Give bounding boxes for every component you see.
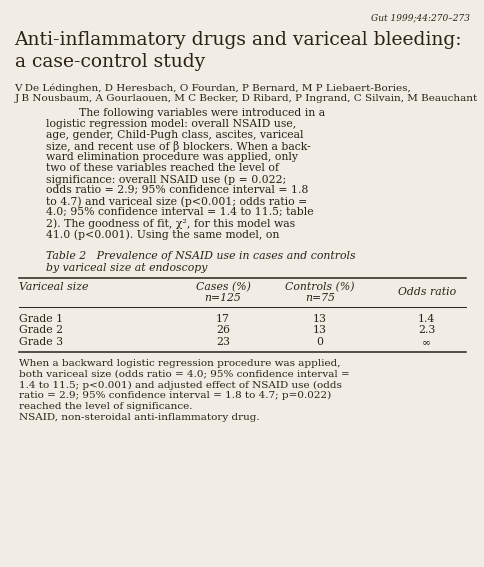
Text: Grade 3: Grade 3: [19, 337, 63, 348]
Text: age, gender, Child-Pugh class, ascites, variceal: age, gender, Child-Pugh class, ascites, …: [46, 130, 303, 140]
Text: 41.0 (p<0.001). Using the same model, on: 41.0 (p<0.001). Using the same model, on: [46, 229, 279, 240]
Text: J B Nousbaum, A Gourlaouen, M C Becker, D Ribard, P Ingrand, C Silvain, M Beauch: J B Nousbaum, A Gourlaouen, M C Becker, …: [15, 94, 477, 103]
Text: n=125: n=125: [204, 293, 241, 303]
Text: 17: 17: [216, 314, 229, 324]
Text: Table 2   Prevalence of NSAID use in cases and controls: Table 2 Prevalence of NSAID use in cases…: [46, 251, 355, 261]
Text: logistic regression model: overall NSAID use,: logistic regression model: overall NSAID…: [46, 119, 296, 129]
Text: two of these variables reached the level of: two of these variables reached the level…: [46, 163, 278, 173]
Text: Cases (%): Cases (%): [195, 282, 250, 292]
Text: Grade 1: Grade 1: [19, 314, 63, 324]
Text: The following variables were introduced in a: The following variables were introduced …: [65, 108, 325, 118]
Text: reached the level of significance.: reached the level of significance.: [19, 402, 193, 411]
Text: Variceal size: Variceal size: [19, 282, 89, 292]
Text: NSAID, non-steroidal anti-inflammatory drug.: NSAID, non-steroidal anti-inflammatory d…: [19, 413, 259, 422]
Text: When a backward logistic regression procedure was applied,: When a backward logistic regression proc…: [19, 359, 340, 368]
Text: Gut 1999;44:270–273: Gut 1999;44:270–273: [371, 13, 469, 22]
Text: size, and recent use of β blockers. When a back-: size, and recent use of β blockers. When…: [46, 141, 310, 152]
Text: both variceal size (odds ratio = 4.0; 95% confidence interval =: both variceal size (odds ratio = 4.0; 95…: [19, 370, 349, 379]
Text: Grade 2: Grade 2: [19, 325, 63, 336]
Text: Anti-inflammatory drugs and variceal bleeding:
a case-control study: Anti-inflammatory drugs and variceal ble…: [15, 31, 461, 71]
Text: V De Lédinghen, D Heresbach, O Fourdan, P Bernard, M P Liebaert-Bories,: V De Lédinghen, D Heresbach, O Fourdan, …: [15, 83, 410, 93]
Text: significance: overall NSAID use (p = 0.022;: significance: overall NSAID use (p = 0.0…: [46, 174, 286, 185]
Text: n=75: n=75: [304, 293, 334, 303]
Text: 1.4 to 11.5; p<0.001) and adjusted effect of NSAID use (odds: 1.4 to 11.5; p<0.001) and adjusted effec…: [19, 380, 342, 390]
Text: 2.3: 2.3: [417, 325, 435, 336]
Text: 4.0; 95% confidence interval = 1.4 to 11.5; table: 4.0; 95% confidence interval = 1.4 to 11…: [46, 208, 313, 217]
Text: ratio = 2.9; 95% confidence interval = 1.8 to 4.7; p=0.022): ratio = 2.9; 95% confidence interval = 1…: [19, 391, 331, 400]
Text: ∞: ∞: [422, 337, 430, 348]
Text: by variceal size at endoscopy: by variceal size at endoscopy: [46, 263, 207, 273]
Text: 26: 26: [216, 325, 229, 336]
Text: 0: 0: [316, 337, 323, 348]
Text: 1.4: 1.4: [417, 314, 435, 324]
Text: Odds ratio: Odds ratio: [397, 287, 455, 298]
Text: 2). The goodness of fit, χ², for this model was: 2). The goodness of fit, χ², for this mo…: [46, 218, 295, 229]
Text: Controls (%): Controls (%): [285, 282, 354, 292]
Text: ward elimination procedure was applied, only: ward elimination procedure was applied, …: [46, 152, 298, 162]
Text: 23: 23: [216, 337, 229, 348]
Text: to 4.7) and variceal size (p<0.001; odds ratio =: to 4.7) and variceal size (p<0.001; odds…: [46, 196, 307, 207]
Text: 13: 13: [313, 314, 326, 324]
Text: odds ratio = 2.9; 95% confidence interval = 1.8: odds ratio = 2.9; 95% confidence interva…: [46, 185, 308, 195]
Text: 13: 13: [313, 325, 326, 336]
